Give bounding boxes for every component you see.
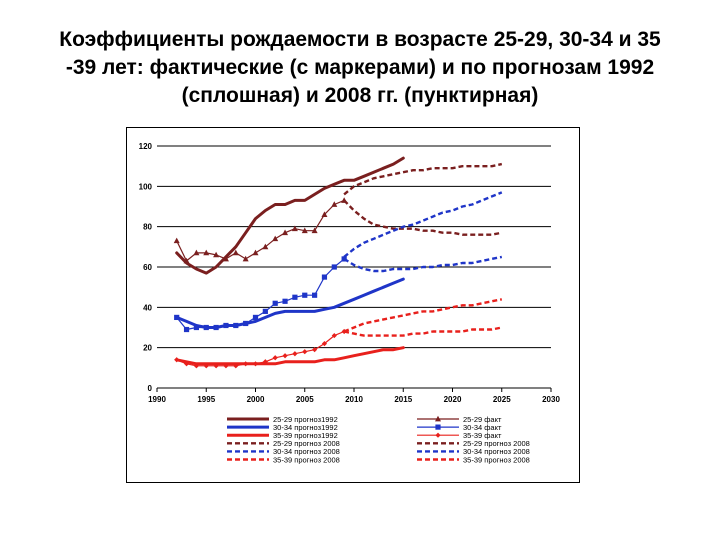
chart-frame: 0 20 40 60 80 100 120 1990 1995 2000 2005 2010 2015 2… (126, 127, 580, 483)
data-point-3 (193, 324, 199, 331)
data-point-5 (282, 353, 288, 359)
series-line-7 (343, 255, 503, 273)
legend-label: 35-39 прогноз 2008 (273, 455, 340, 464)
data-point-1 (331, 201, 338, 207)
data-point-1 (252, 249, 259, 256)
data-point-5 (243, 361, 249, 367)
data-point-1 (341, 197, 348, 203)
data-point-5 (292, 351, 298, 357)
legend-label: 30-34 прогноз1992 (273, 423, 338, 432)
legend-label: 30-34 прогноз 2008 (273, 447, 340, 456)
y-tick-label: 100 (139, 182, 153, 191)
data-point-3 (203, 324, 209, 331)
y-tick-label: 80 (143, 223, 152, 232)
y-tick-label: 120 (139, 142, 153, 151)
series-line-1 (176, 199, 345, 262)
legend-label: 25-29 прогноз 2008 (273, 439, 340, 448)
data-point-1 (242, 255, 249, 262)
data-point-1 (262, 243, 269, 250)
legend-label: 35-39 прогноз 2008 (463, 455, 530, 464)
legend-label: 35-39 факт (463, 431, 502, 440)
data-point-5 (174, 357, 180, 363)
x-tick-label: 2025 (493, 395, 511, 404)
data-point-3 (233, 322, 239, 329)
legend-label: 30-34 факт (463, 423, 502, 432)
data-point-1 (213, 251, 220, 258)
legend-label: 25-29 прогноз 2008 (463, 439, 530, 448)
legend-label: 25-29 прогноз1992 (273, 415, 338, 424)
data-point-1 (301, 227, 308, 234)
series-line-10 (343, 191, 503, 258)
data-point-3 (262, 308, 268, 314)
data-point-1 (321, 211, 328, 217)
x-tick-label: 1990 (148, 395, 166, 404)
data-point-1 (282, 229, 289, 236)
data-point-1 (193, 249, 200, 256)
series-line-4 (175, 346, 405, 366)
series-line-9 (343, 162, 503, 196)
data-point-3 (243, 320, 249, 327)
legend-label: 30-34 прогноз 2008 (463, 447, 530, 456)
data-point-3 (282, 298, 288, 304)
data-point-5 (233, 363, 239, 369)
legend-label: 25-29 факт (463, 415, 502, 424)
data-point-5 (193, 363, 199, 369)
data-point-5 (302, 349, 308, 355)
slide-title: Коэффициенты рождаемости в возрасте 25-2… (59, 28, 661, 107)
x-tick-label: 2030 (542, 395, 560, 404)
data-point-5 (213, 363, 219, 369)
data-point-5 (223, 363, 229, 369)
data-point-1 (183, 257, 190, 264)
data-point-3 (321, 274, 328, 280)
y-tick-label: 20 (143, 344, 152, 353)
x-tick-label: 2000 (247, 395, 265, 404)
data-point-5 (252, 361, 259, 367)
data-point-5 (183, 361, 190, 367)
data-point-3 (341, 256, 347, 262)
legend-marker (435, 432, 441, 438)
y-tick-label: 40 (143, 303, 152, 312)
x-tick-label: 2010 (345, 395, 363, 404)
data-point-3 (213, 324, 219, 331)
data-point-3 (312, 292, 318, 298)
data-point-1 (232, 249, 239, 256)
series-line-0 (175, 156, 405, 275)
y-tick-label: 60 (143, 263, 152, 272)
series-line-8 (343, 326, 503, 337)
x-tick-label: 1995 (197, 395, 215, 404)
legend-label: 35-39 прогноз1992 (273, 431, 338, 440)
x-tick-label: 2005 (296, 395, 314, 404)
data-point-3 (272, 300, 278, 306)
y-tick-label: 0 (148, 384, 153, 393)
data-point-3 (302, 292, 308, 298)
legend-marker (435, 415, 441, 422)
data-point-3 (174, 314, 180, 321)
data-point-3 (292, 294, 298, 300)
data-point-1 (272, 235, 279, 242)
data-point-1 (291, 225, 298, 232)
series-line-6 (343, 199, 503, 236)
data-point-3 (252, 314, 259, 321)
legend-marker (435, 424, 441, 430)
data-point-1 (173, 237, 180, 244)
data-point-3 (183, 326, 190, 333)
data-point-5 (272, 355, 278, 361)
data-point-1 (311, 227, 318, 234)
series-line-2 (175, 277, 405, 329)
data-point-3 (223, 322, 229, 329)
data-point-1 (222, 255, 229, 262)
x-tick-label: 2020 (444, 395, 462, 404)
data-point-3 (331, 264, 337, 270)
data-point-1 (203, 249, 210, 256)
series-line-11 (343, 298, 503, 333)
x-tick-label: 2015 (394, 395, 412, 404)
line-chart: 0 20 40 60 80 100 120 1990 1995 2000 2005 2010 2015 2… (139, 142, 561, 464)
